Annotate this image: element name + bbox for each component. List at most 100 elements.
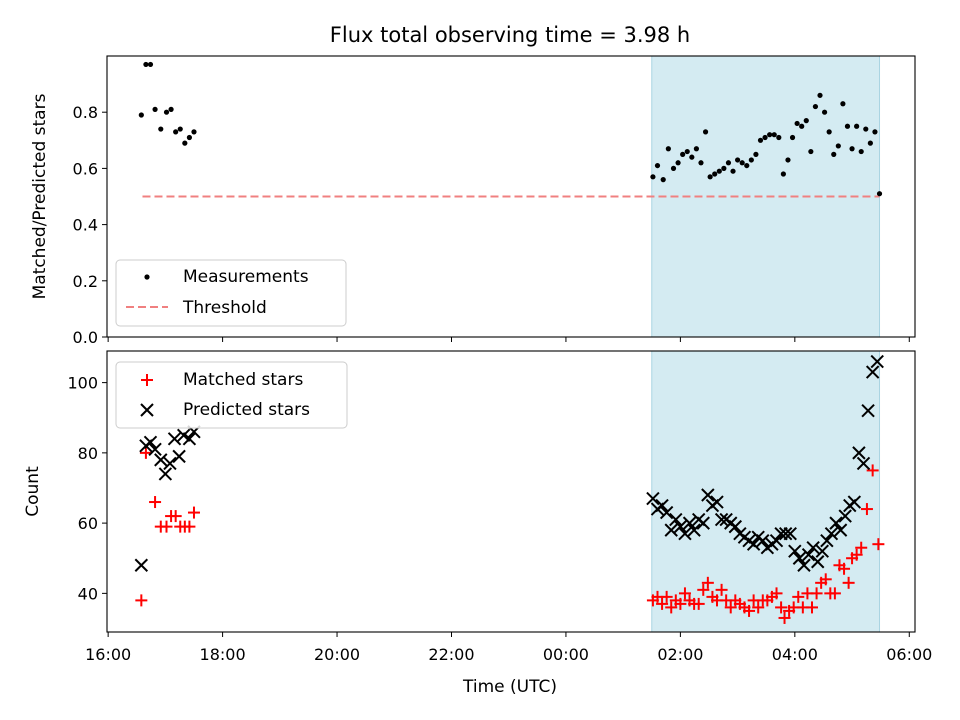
matched-stars-point [135,594,148,607]
measurement-point [803,118,809,124]
x-tick-label: 06:00 [886,645,932,664]
measurement-point [152,106,158,112]
measurement-point [780,171,786,177]
measurement-point [794,120,800,127]
predicted-stars-point [687,523,701,537]
count-axis-label: Count [23,466,43,517]
measurement-points [138,61,883,197]
measurement-point [725,160,732,166]
measurement-point [799,123,805,129]
count-panel: 40 60 80 100 Count Matched stars Predicted … [23,350,916,637]
predicted-stars-point [701,488,715,502]
measurement-point [785,157,791,163]
x-tick-label: 22:00 [428,645,474,664]
matched-stars-point [678,587,691,600]
y-tick-label: 40 [78,584,98,603]
matched-stars-point [665,601,678,614]
measurement-point [650,174,656,180]
predicted-stars-point [655,498,669,513]
measurement-point [831,151,837,157]
x-tick-label: 04:00 [772,645,818,664]
matched-legend-label: Matched stars [183,370,303,390]
measurement-point [808,148,814,155]
predicted-stars-point [714,512,729,527]
predicted-stars-point [815,544,830,558]
predicted-stars-point [838,509,852,523]
measurement-point [753,151,759,157]
predicted-stars-series [134,354,884,572]
matched-stars-point [770,587,783,600]
measurement-point [177,126,183,132]
matched-stars-point [828,587,841,600]
measurement-point [835,143,841,149]
measurement-point [826,129,832,135]
measurement-point [844,123,851,129]
predicted-stars-point [756,533,770,548]
count-legend: Matched stars Predicted stars [115,361,348,429]
matched-stars-point [674,597,687,610]
predicted-stars-point [669,512,683,527]
predicted-stars-point [673,519,688,534]
chart-title: Flux total observing time = 3.98 h [330,23,690,47]
measurements-series [138,61,883,197]
measurement-point [840,101,846,107]
predicted-stars-point [856,456,871,471]
x-tick-label: 20:00 [314,645,360,664]
measurement-point [858,148,864,155]
measurement-point [739,160,745,166]
measurement-point [762,134,768,141]
measurement-point [168,106,174,112]
y-tick-label: 80 [78,444,98,463]
matched-stars-point [656,597,669,610]
measurement-point [163,109,170,115]
measurement-point [665,146,671,152]
predicted-stars-point [792,551,807,565]
predicted-legend-marker [140,403,154,417]
predicted-stars-point [646,491,660,506]
measurement-point [849,146,855,152]
measurement-point [173,129,179,135]
measurement-point [654,162,661,169]
measurement-point [158,126,164,132]
predicted-stars-point [852,446,866,460]
measurement-point [716,168,722,174]
predicted-stars-point [778,526,793,541]
measurement-point [789,134,796,141]
matched-stars-point [183,520,196,533]
matched-stars-point [855,541,868,554]
measurement-point [707,174,713,180]
measurement-point [821,109,828,115]
measurement-point [186,134,193,141]
measurement-point [143,61,149,68]
predicted-stars-point [659,505,674,520]
predicted-legend-label: Predicted stars [183,400,310,420]
measurement-point [660,177,666,183]
predicted-stars-point [783,526,797,541]
predicted-stars-point [788,544,802,558]
measurement-point [817,92,823,98]
matched-stars-point [187,506,200,519]
measurement-point [730,168,736,174]
matched-stars-point [660,590,673,603]
count-axis-ticks: 40 60 80 100 [67,374,910,637]
measurement-point [854,123,860,129]
threshold-legend-label: Threshold [182,298,267,318]
predicted-stars-point [678,526,692,541]
matched-stars-point [692,597,705,610]
measurement-point [812,103,819,110]
measurement-point [698,160,704,166]
measurement-point [689,154,695,160]
ratio-plot-frame [106,55,916,338]
measurement-point [702,129,709,135]
predicted-stars-point [710,495,724,509]
matched-stars-point [842,576,855,589]
predicted-stars-point [811,555,825,569]
measurement-point [876,191,883,197]
matched-stars-point [838,562,851,575]
matched-stars-point [805,601,818,614]
predicted-stars-point [664,523,678,537]
predicted-stars-point [769,533,784,548]
matched-stars-point [778,611,791,624]
ratio-axis-label: Matched/Predicted stars [30,93,50,299]
measurement-point [675,160,681,166]
